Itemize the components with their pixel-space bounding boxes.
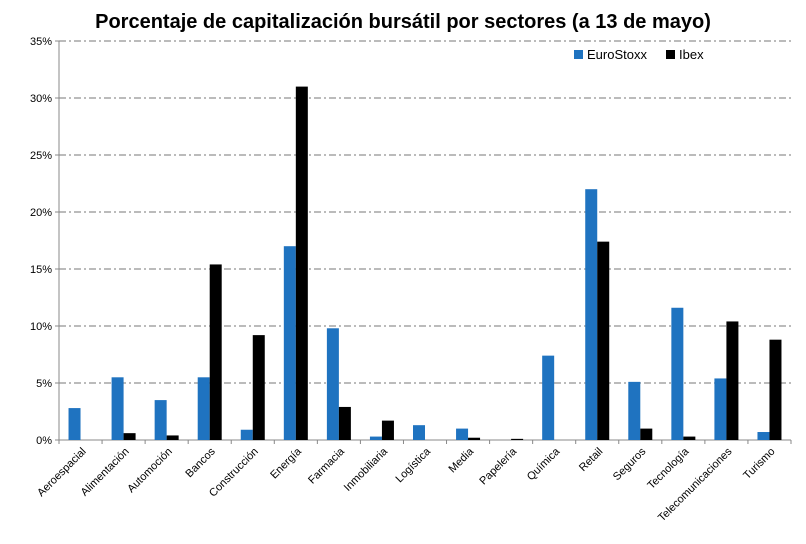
bar-eurostoxx <box>369 436 382 440</box>
y-tick-label: 25% <box>30 150 52 162</box>
bar-eurostoxx <box>413 425 425 440</box>
chart-title: Porcentaje de capitalización bursátil po… <box>95 11 711 33</box>
y-tick-label: 5% <box>36 378 52 390</box>
bar-ibex <box>209 264 222 440</box>
x-category-label: Química <box>525 445 563 483</box>
bar-ibex <box>295 86 308 440</box>
bar-ibex <box>726 321 739 440</box>
bar-ibex <box>640 428 653 440</box>
bar-eurostoxx <box>456 428 469 440</box>
bar-eurostoxx <box>154 400 167 440</box>
bar-ibex <box>166 435 179 440</box>
x-category-label: Farmacia <box>306 445 348 487</box>
bar-eurostoxx <box>326 328 339 440</box>
bar-ibex <box>252 335 265 440</box>
legend: EuroStoxx Ibex <box>574 47 704 62</box>
bar-ibex <box>468 437 481 440</box>
bar-ibex <box>511 438 524 440</box>
x-category-label: Tecnología <box>645 445 692 492</box>
x-category-label: Bancos <box>183 445 218 480</box>
y-tick-label: 20% <box>30 207 52 219</box>
legend-label-eurostoxx: EuroStoxx <box>587 47 647 62</box>
gridlines <box>59 40 791 384</box>
bar-ibex <box>338 406 351 440</box>
bar-eurostoxx <box>757 432 770 440</box>
bar-eurostoxx <box>197 377 210 440</box>
legend-label-ibex: Ibex <box>679 47 704 62</box>
bar-eurostoxx <box>111 377 124 440</box>
bars <box>68 86 782 440</box>
bar-eurostoxx <box>283 246 296 440</box>
bar-eurostoxx <box>68 408 81 440</box>
y-tick-label: 15% <box>30 264 52 276</box>
bar-ibex <box>123 433 136 440</box>
bar-eurostoxx <box>240 429 253 440</box>
bar-eurostoxx <box>585 189 598 440</box>
bar-eurostoxx <box>714 378 727 440</box>
x-category-label: Retail <box>577 446 605 474</box>
x-category-label: Papelería <box>477 445 519 487</box>
bar-eurostoxx <box>542 355 555 440</box>
bar-eurostoxx <box>671 307 684 440</box>
x-category-label: Turismo <box>741 446 777 482</box>
bar-ibex <box>683 436 696 440</box>
y-tick-label: 30% <box>30 93 52 105</box>
y-tick-label: 0% <box>36 435 52 447</box>
x-category-label: Automoción <box>125 446 175 496</box>
bar-ibex <box>597 241 610 440</box>
y-tick-label: 35% <box>30 36 52 48</box>
y-axis-ticks: 0% 5% 10% 15% 20% 25% 30% 35% <box>30 36 52 447</box>
y-tick-label: 10% <box>30 321 52 333</box>
x-category-label: Logística <box>394 445 434 485</box>
legend-swatch-eurostoxx <box>574 50 583 59</box>
x-category-label: Telecomunicaciones <box>656 445 735 524</box>
x-category-label: Energía <box>268 445 304 481</box>
x-category-label: Inmobiliaria <box>342 445 391 494</box>
bar-ibex <box>381 420 394 440</box>
bar-eurostoxx <box>628 381 641 440</box>
bar-ibex <box>769 339 782 440</box>
legend-swatch-ibex <box>666 50 675 59</box>
x-category-label: Media <box>447 445 477 475</box>
x-category-label: Seguros <box>611 445 649 483</box>
